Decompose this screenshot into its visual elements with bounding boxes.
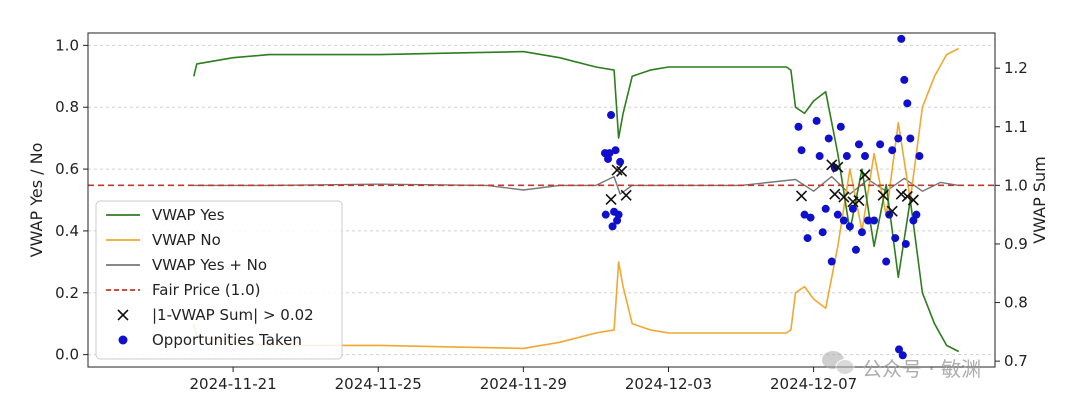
opportunity-dot [611, 146, 620, 155]
opportunity-dot [897, 34, 906, 43]
opportunity-dot [616, 157, 625, 166]
legend-label: Fair Price (1.0) [152, 281, 260, 299]
plot-frame [87, 32, 996, 368]
opportunity-dot [812, 116, 821, 125]
opportunity-dot [848, 204, 857, 213]
y-left-tick-label: 1.0 [55, 36, 79, 54]
deviation-x-marker [901, 190, 913, 203]
x-tick-label: 2024-12-03 [625, 375, 712, 393]
opportunity-dot [845, 222, 854, 231]
y-left-tick-label: 0.8 [55, 98, 79, 116]
legend-label: VWAP Yes [152, 206, 225, 224]
legend-label: Opportunities Taken [152, 331, 302, 349]
opportunity-dot [912, 210, 921, 219]
opportunity-dot [870, 216, 879, 225]
y-left-tick-label: 0.2 [55, 284, 79, 302]
y-right-tick-label: 0.9 [1004, 235, 1028, 253]
watermark: 公众号 · 敏渊 [822, 351, 981, 381]
opportunity-dot [901, 239, 910, 248]
legend: VWAP Yes VWAP No VWAP Yes + No Fair Price (… [95, 200, 343, 360]
wechat-icon [822, 351, 855, 375]
opportunity-dot [601, 210, 610, 219]
opportunity-dot [827, 257, 836, 266]
marker-layer [600, 34, 924, 360]
opportunity-dot [903, 99, 912, 108]
y-left-tick-label: 0.4 [55, 222, 79, 240]
opportunity-dot [864, 216, 873, 225]
y-right-tick-label: 1.0 [1004, 176, 1028, 194]
y-left-tick-label: 0.6 [55, 160, 79, 178]
deviation-x-marker [795, 190, 808, 202]
opportunity-dot [851, 245, 860, 254]
opportunity-dot [800, 210, 809, 219]
opportunity-dot [898, 351, 907, 360]
y-right-tick-label: 0.7 [1004, 352, 1028, 370]
y-left-tick-label: 0.0 [55, 346, 79, 364]
deviation-x-marker [886, 205, 898, 217]
opportunity-dot [882, 257, 891, 266]
opportunity-dot [605, 149, 614, 158]
y-axis-left-label: VWAP Yes / No [27, 143, 46, 258]
opportunity-dot [839, 216, 848, 225]
x-tick-label: 2024-11-29 [480, 375, 567, 393]
legend-label: VWAP Yes + No [152, 256, 267, 274]
opportunity-dot [607, 111, 616, 120]
deviation-x-marker [838, 191, 850, 203]
opportunity-dot [876, 140, 885, 149]
opportunity-dot [608, 222, 617, 231]
legend-swatch [118, 335, 128, 345]
opportunity-dot [888, 146, 897, 155]
deviation-x-marker [829, 188, 841, 200]
opportunity-dot [854, 140, 863, 149]
deviation-x-marker [616, 165, 628, 177]
tick-layer: 0.0 0.2 0.4 0.6 0.8 1.0 0.7 0.8 0.9 1.0 1.1 1.2 2024… [55, 36, 1028, 393]
opportunity-dot [915, 152, 924, 161]
deviation-x-marker [605, 193, 617, 205]
deviation-x-marker [907, 194, 919, 206]
deviation-x-marker [620, 189, 632, 201]
series-line-vwap-sum [193, 175, 959, 195]
opportunity-dot [906, 134, 915, 143]
deviation-x-marker [832, 161, 844, 173]
deviation-x-marker [895, 188, 907, 200]
opportunity-dot [818, 228, 827, 237]
opportunity-dot [614, 210, 623, 219]
legend-label: |1-VWAP Sum| > 0.02 [152, 306, 314, 324]
opportunity-dot [824, 134, 833, 143]
y-right-tick-label: 1.1 [1004, 118, 1028, 136]
opportunity-dot [895, 345, 904, 354]
opportunity-dot [833, 210, 842, 219]
opportunity-dot [806, 213, 815, 222]
x-tick-label: 2024-12-07 [770, 375, 857, 393]
y-axis-right-label: VWAP Sum [1030, 156, 1049, 243]
watermark-text: 公众号 · 敏渊 [862, 357, 981, 381]
opportunity-dot [797, 146, 806, 155]
opportunity-dot [894, 134, 903, 143]
deviation-x-marker [826, 159, 838, 171]
x-tick-label: 2024-11-25 [335, 375, 422, 393]
legend-label: VWAP No [152, 231, 221, 249]
opportunity-dot [900, 75, 909, 84]
opportunity-dot [891, 234, 900, 243]
x-tick-label: 2024-11-21 [190, 375, 277, 393]
deviation-x-marker [859, 169, 871, 181]
opportunity-dot [836, 122, 845, 131]
opportunity-dot [860, 152, 869, 161]
y-right-tick-label: 1.2 [1004, 59, 1028, 77]
opportunity-dot [842, 152, 851, 161]
opportunity-dot [821, 204, 830, 213]
opportunity-dot [857, 228, 866, 237]
deviation-x-marker [877, 189, 889, 201]
y-right-tick-label: 0.8 [1004, 294, 1028, 312]
legend-swatch [117, 309, 129, 321]
opportunity-dot [815, 152, 824, 161]
deviation-x-marker [853, 195, 865, 207]
opportunity-dot [794, 122, 803, 131]
legend-box [95, 200, 343, 360]
opportunity-dot [803, 234, 812, 243]
